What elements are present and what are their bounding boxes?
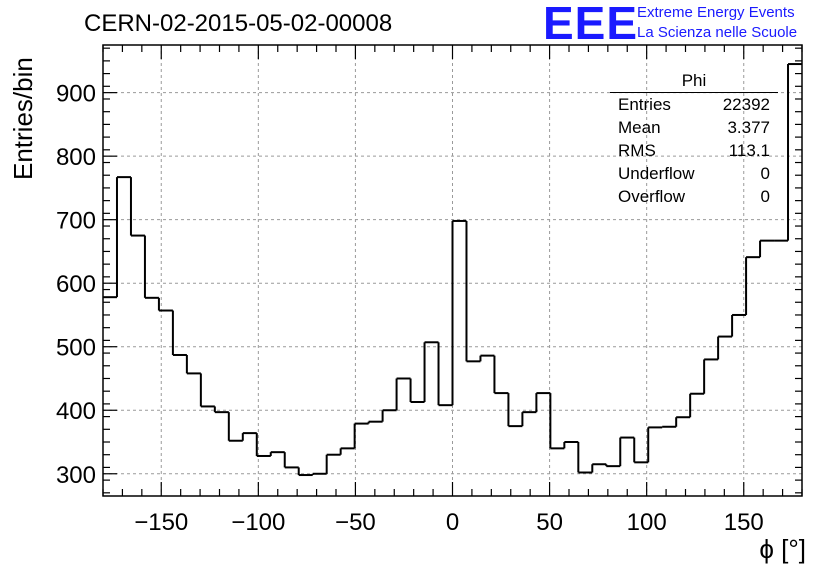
stats-value: 0 <box>760 187 770 206</box>
histogram-series <box>103 63 802 477</box>
y-tick-label: 700 <box>56 208 96 235</box>
y-tick-label: 400 <box>56 398 96 425</box>
x-tick-label: 0 <box>446 509 459 536</box>
stats-row-rms: RMS 113.1 <box>610 139 778 162</box>
stats-row-entries: Entries 22392 <box>610 93 778 116</box>
x-tick-label: 50 <box>536 509 563 536</box>
y-tick-label: 500 <box>56 335 96 362</box>
chart-title: CERN-02-2015-05-02-00008 <box>84 10 393 37</box>
axis-ticks <box>102 45 803 496</box>
stats-label: Overflow <box>618 187 686 206</box>
eee-logo: EEE <box>543 0 639 49</box>
stats-title: Phi <box>610 70 778 93</box>
stats-value: 113.1 <box>728 141 770 160</box>
logo-line-2: La Scienza nelle Scuole <box>637 24 798 41</box>
stats-label: Mean <box>618 118 661 137</box>
y-tick-label: 600 <box>56 271 96 298</box>
stats-label: RMS <box>618 141 656 160</box>
stats-row-underflow: Underflow 0 <box>610 162 778 185</box>
x-axis-label: ϕ [°] <box>759 534 806 564</box>
tick-labels: −150 −100 −50 0 50 100 150 300 400 500 600 700 800 90… <box>56 81 764 536</box>
logo-line-1: Extreme Energy Events <box>637 4 795 21</box>
y-tick-label: 800 <box>56 144 96 171</box>
stats-box: Phi Entries 22392 Mean 3.377 RMS 113.1 U… <box>610 70 778 208</box>
y-tick-label: 300 <box>56 462 96 489</box>
stats-value: 22392 <box>722 95 770 114</box>
stats-value: 3.377 <box>727 118 770 137</box>
stats-label: Entries <box>618 95 671 114</box>
stats-row-mean: Mean 3.377 <box>610 116 778 139</box>
stats-value: 0 <box>760 164 770 183</box>
x-tick-label: −150 <box>134 509 188 536</box>
y-axis-label: Entries/bin <box>8 57 38 180</box>
stats-label: Underflow <box>618 164 695 183</box>
x-tick-label: 150 <box>724 509 764 536</box>
x-tick-label: 100 <box>627 509 667 536</box>
stats-row-overflow: Overflow 0 <box>610 185 778 208</box>
y-tick-label: 900 <box>56 81 96 108</box>
x-tick-label: −100 <box>231 509 285 536</box>
x-tick-label: −50 <box>335 509 376 536</box>
